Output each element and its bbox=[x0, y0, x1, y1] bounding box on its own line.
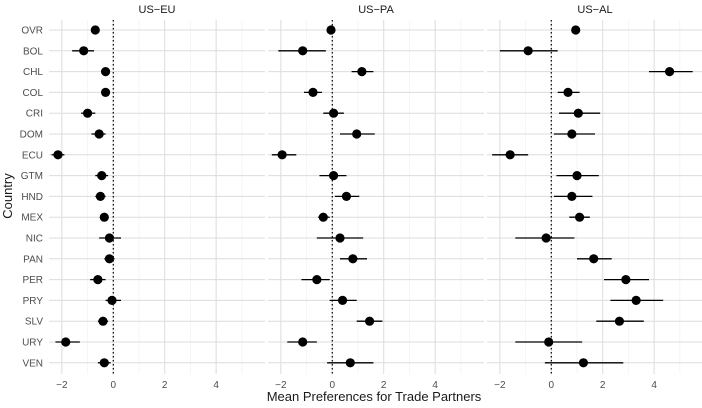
y-tick-label: BOL bbox=[23, 46, 43, 57]
estimate-point bbox=[318, 212, 328, 222]
y-axis-title: Country bbox=[0, 173, 15, 219]
estimate-point bbox=[328, 171, 339, 181]
x-axis-title: Mean Preferences for Trade Partners bbox=[267, 389, 482, 404]
estimate-point bbox=[97, 171, 107, 181]
estimate-point bbox=[357, 67, 367, 77]
estimate-point bbox=[523, 46, 533, 56]
estimate-point bbox=[571, 25, 581, 35]
estimate-point bbox=[298, 337, 308, 347]
y-tick-label: NIC bbox=[26, 234, 43, 245]
estimate-point bbox=[341, 191, 352, 201]
y-tick-label: PAN bbox=[23, 254, 43, 265]
x-tick-label: 4 bbox=[213, 380, 219, 391]
x-tick-label: 0 bbox=[330, 380, 336, 391]
panel-title: US−AL bbox=[577, 4, 612, 16]
estimate-point bbox=[505, 150, 515, 160]
estimate-point bbox=[100, 87, 111, 97]
x-tick-label: −2 bbox=[494, 380, 506, 391]
y-tick-label: COL bbox=[22, 88, 43, 99]
estimate-point bbox=[99, 358, 109, 368]
estimate-point bbox=[104, 233, 115, 243]
x-tick-label: 2 bbox=[162, 380, 168, 391]
estimate-point bbox=[589, 254, 599, 264]
estimate-point bbox=[544, 337, 554, 347]
estimate-point bbox=[298, 46, 308, 56]
estimate-point bbox=[104, 254, 115, 264]
x-tick-label: 4 bbox=[432, 380, 438, 391]
estimate-point bbox=[61, 337, 71, 347]
estimate-point bbox=[337, 295, 348, 305]
estimate-point bbox=[100, 67, 111, 77]
x-tick-label: 0 bbox=[549, 380, 555, 391]
y-tick-label: ECU bbox=[22, 150, 43, 161]
estimate-point bbox=[90, 25, 100, 35]
estimate-point bbox=[631, 295, 641, 305]
y-tick-label: VEN bbox=[22, 358, 43, 369]
y-tick-label: GTM bbox=[21, 171, 43, 182]
estimate-point bbox=[348, 254, 358, 264]
x-tick-label: −2 bbox=[275, 380, 287, 391]
estimate-point bbox=[93, 275, 103, 285]
y-tick-label: DOM bbox=[20, 130, 43, 141]
estimate-point bbox=[567, 129, 577, 139]
y-tick-label: MEX bbox=[21, 213, 43, 224]
estimate-point bbox=[308, 87, 318, 97]
x-tick-label: 2 bbox=[600, 380, 606, 391]
y-tick-label: PER bbox=[22, 275, 43, 286]
estimate-point bbox=[53, 150, 63, 160]
y-tick-label: URY bbox=[22, 338, 43, 349]
y-tick-label: SLV bbox=[25, 317, 43, 328]
y-tick-label: CHL bbox=[23, 67, 43, 78]
estimate-point bbox=[541, 233, 551, 243]
y-tick-label: PRY bbox=[23, 296, 44, 307]
estimate-point bbox=[578, 358, 589, 368]
x-tick-label: 2 bbox=[381, 380, 387, 391]
estimate-point bbox=[94, 129, 104, 139]
estimate-point bbox=[614, 316, 625, 326]
estimate-point bbox=[574, 212, 585, 222]
estimate-point bbox=[364, 316, 375, 326]
estimate-point bbox=[664, 67, 675, 77]
panel-title: US−PA bbox=[358, 4, 394, 16]
estimate-point bbox=[567, 191, 577, 201]
x-tick-label: 0 bbox=[111, 380, 117, 391]
estimate-point bbox=[82, 108, 93, 118]
estimate-point bbox=[335, 233, 345, 243]
estimate-point bbox=[345, 358, 355, 368]
estimate-point bbox=[312, 275, 322, 285]
estimate-point bbox=[621, 275, 631, 285]
panel-title: US−EU bbox=[139, 4, 176, 16]
y-tick-label: CRI bbox=[26, 109, 43, 120]
estimate-point bbox=[98, 316, 108, 326]
x-tick-label: 4 bbox=[651, 380, 657, 391]
y-tick-label: OVR bbox=[21, 26, 43, 37]
estimate-point bbox=[352, 129, 362, 139]
estimate-point bbox=[79, 46, 89, 56]
estimate-point bbox=[95, 191, 106, 201]
estimate-point bbox=[107, 295, 117, 305]
estimate-point bbox=[326, 25, 336, 35]
y-tick-label: HND bbox=[21, 192, 43, 203]
estimate-point bbox=[573, 108, 583, 118]
estimate-point bbox=[572, 171, 582, 181]
estimate-point bbox=[328, 108, 339, 118]
x-tick-label: −2 bbox=[56, 380, 68, 391]
estimate-point bbox=[99, 212, 109, 222]
estimate-point bbox=[563, 87, 573, 97]
estimate-point bbox=[277, 150, 287, 160]
